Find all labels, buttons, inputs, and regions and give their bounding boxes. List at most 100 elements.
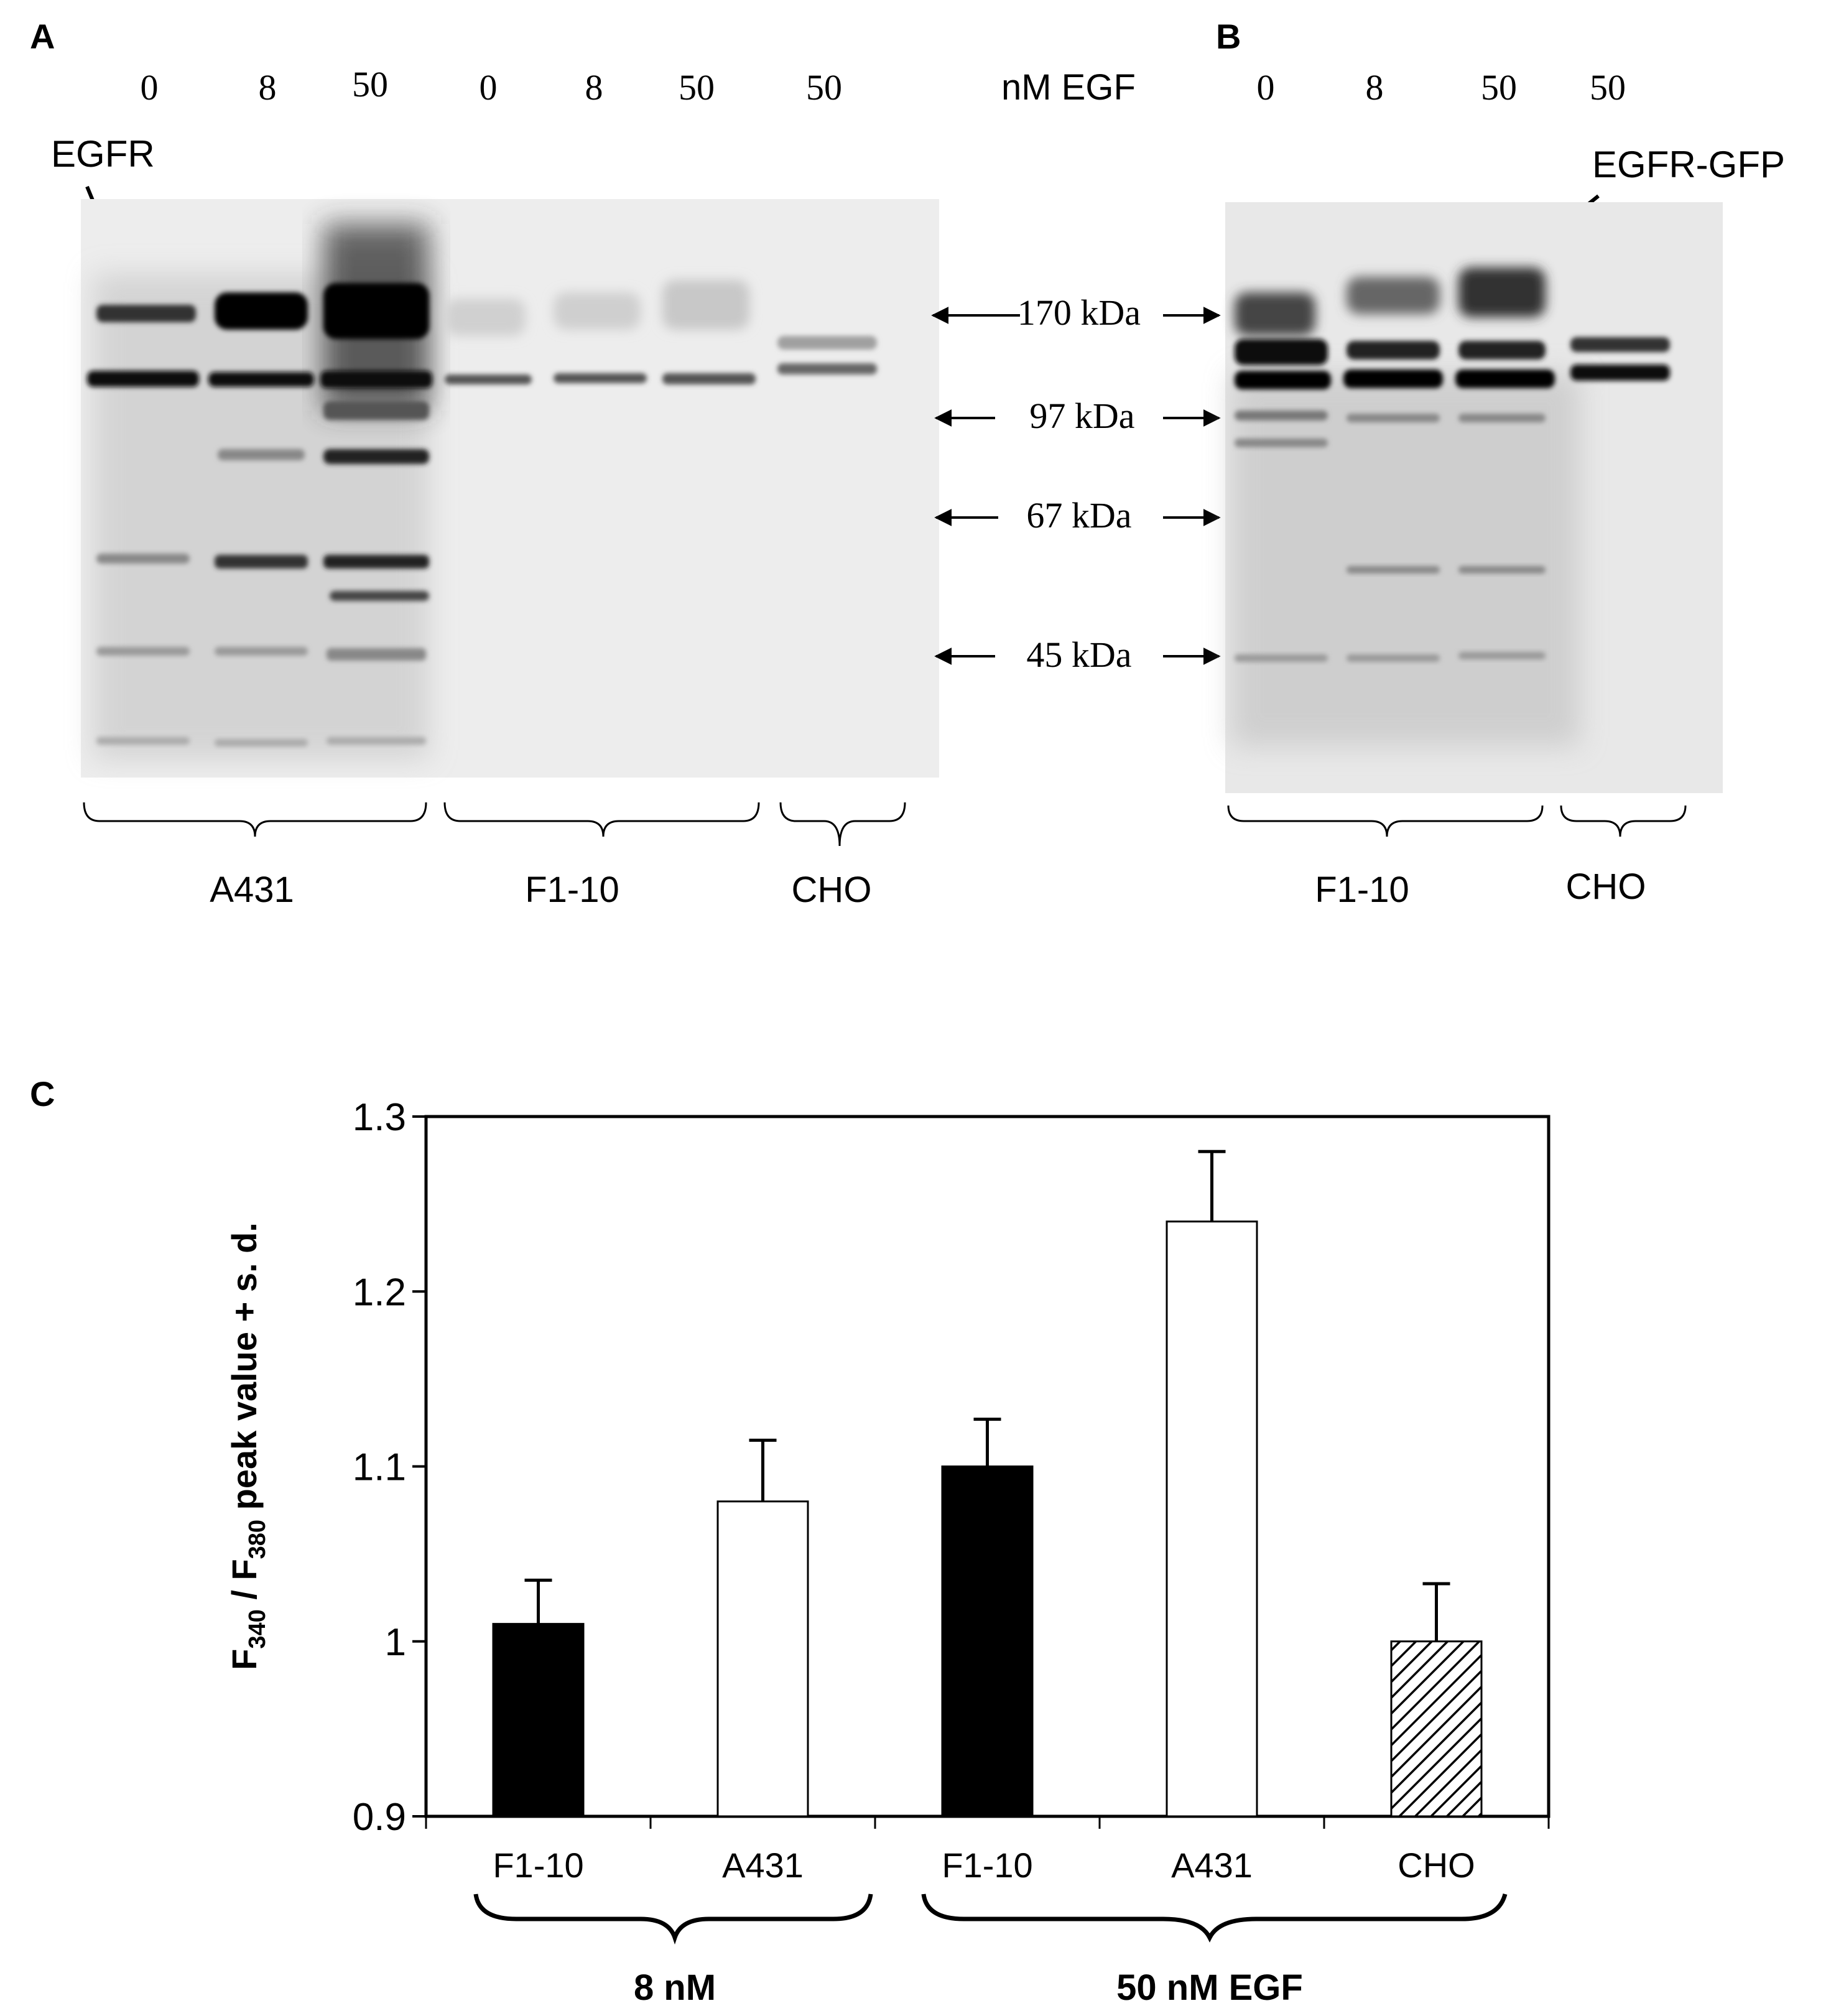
- band: [1343, 369, 1443, 388]
- group-label-a431: A431: [210, 870, 294, 910]
- bar: [1390, 1640, 1483, 1818]
- band: [96, 647, 190, 656]
- x-category-label: A431: [722, 1846, 804, 1885]
- band: [1347, 654, 1440, 662]
- brace-50nm: [921, 1893, 1508, 1943]
- band: [662, 373, 756, 384]
- band: [1458, 267, 1546, 317]
- marker-label: 97 kDa: [1029, 396, 1134, 436]
- lane-label: 50: [352, 64, 388, 105]
- brace-8nm: [473, 1893, 873, 1945]
- brace-a431: [83, 802, 427, 837]
- bar: [716, 1500, 809, 1818]
- marker-67: 67 kDa: [934, 495, 1221, 536]
- lane-label: 8: [585, 67, 603, 108]
- panel-a-letter: A: [30, 17, 55, 56]
- band: [327, 648, 426, 661]
- bar: [941, 1466, 1034, 1818]
- band: [218, 449, 305, 460]
- band: [1347, 277, 1440, 314]
- panel-b-letter: B: [1216, 17, 1241, 56]
- panel-b: B 0 8 50 50 EGFR-GFP: [1216, 17, 1785, 910]
- bar: [1166, 1220, 1258, 1818]
- marker-ladder: 170 kDa 97 kDa 67 kDa 45 kDa: [931, 292, 1221, 675]
- panel-b-group-labels: F1-10 CHO: [1315, 866, 1646, 910]
- band: [777, 363, 877, 374]
- panel-a: A 0 8 50 0 8 50 50 nM EGF EGFR: [30, 17, 1136, 910]
- blot-a: [81, 199, 939, 778]
- lane-label: 8: [1366, 67, 1384, 108]
- lane-label: 0: [480, 67, 498, 108]
- y-tick-label: 1.1: [353, 1446, 406, 1489]
- group-label-f110: F1-10: [525, 870, 619, 910]
- y-axis-label: F340 / F380 peak value + s. d.: [225, 1222, 271, 1670]
- panel-b-lane-labels: 0 8 50 50: [1257, 67, 1626, 108]
- band: [323, 555, 429, 569]
- band: [330, 591, 429, 601]
- band: [554, 373, 647, 383]
- bar: [492, 1623, 585, 1818]
- panel-c-letter: C: [30, 1074, 55, 1113]
- group-label-cho: CHO: [1566, 866, 1646, 907]
- brace-cho-b: [1560, 805, 1687, 837]
- band: [96, 305, 196, 322]
- egfr-gfp-label: EGFR-GFP: [1592, 144, 1785, 185]
- band: [1458, 414, 1546, 422]
- egfr-label: EGFR: [51, 133, 155, 175]
- error-bars: [524, 1150, 1450, 1642]
- band: [215, 555, 308, 569]
- y-tick-label: 0.9: [353, 1796, 406, 1839]
- panel-c-group-labels: 8 nM 50 nM EGF: [634, 1967, 1303, 2008]
- marker-label: 170 kDa: [1017, 292, 1141, 333]
- band: [1235, 654, 1328, 662]
- band: [215, 292, 308, 330]
- lane-label: 50: [1481, 67, 1517, 108]
- y-tick-label: 1.2: [353, 1271, 406, 1314]
- band: [323, 449, 429, 464]
- panel-c: C F340 / F380 peak value + s. d. 0.9 1 1.1…: [30, 1074, 1551, 2008]
- x-axis-ticks: [425, 1816, 1550, 1829]
- x-axis-labels: F1-10 A431 F1-10 A431 CHO: [493, 1846, 1475, 1885]
- band: [323, 283, 429, 339]
- brace-f110: [443, 802, 760, 837]
- x-category-label: CHO: [1398, 1846, 1475, 1885]
- band: [320, 371, 432, 388]
- lane-label: 50: [806, 67, 842, 108]
- band: [96, 554, 190, 564]
- group-label-cho: CHO: [792, 870, 872, 910]
- brace-f110-b: [1227, 805, 1544, 837]
- marker-label: 67 kDa: [1026, 495, 1131, 536]
- band: [777, 336, 877, 350]
- smear: [1231, 373, 1580, 746]
- marker-label: 45 kDa: [1026, 634, 1131, 675]
- egf-unit-label: nM EGF: [1001, 67, 1136, 108]
- bars: [492, 1220, 1483, 1818]
- band: [1570, 337, 1670, 352]
- panel-a-lane-labels: 0 8 50 0 8 50 50: [141, 64, 843, 108]
- lane-label: 50: [679, 67, 715, 108]
- lane-label: 50: [1590, 67, 1626, 108]
- band: [215, 739, 308, 746]
- band: [1347, 341, 1440, 360]
- band: [1458, 652, 1546, 659]
- marker-97: 97 kDa: [934, 396, 1221, 436]
- x-category-label: F1-10: [493, 1846, 583, 1885]
- y-tick-label: 1.3: [353, 1096, 406, 1139]
- marker-170: 170 kDa: [931, 292, 1221, 333]
- band: [1235, 411, 1328, 420]
- band: [445, 299, 526, 336]
- group-label-f110: F1-10: [1315, 870, 1409, 910]
- band: [1235, 439, 1328, 447]
- lane-label: 0: [1257, 67, 1275, 108]
- band: [1458, 341, 1546, 360]
- band: [662, 280, 749, 330]
- band: [96, 737, 190, 745]
- marker-45: 45 kDa: [934, 634, 1221, 675]
- band: [215, 647, 308, 656]
- band: [87, 371, 199, 387]
- brace-cho: [779, 802, 906, 847]
- band: [1455, 369, 1555, 388]
- blot-b: [1225, 202, 1723, 793]
- band: [327, 737, 426, 745]
